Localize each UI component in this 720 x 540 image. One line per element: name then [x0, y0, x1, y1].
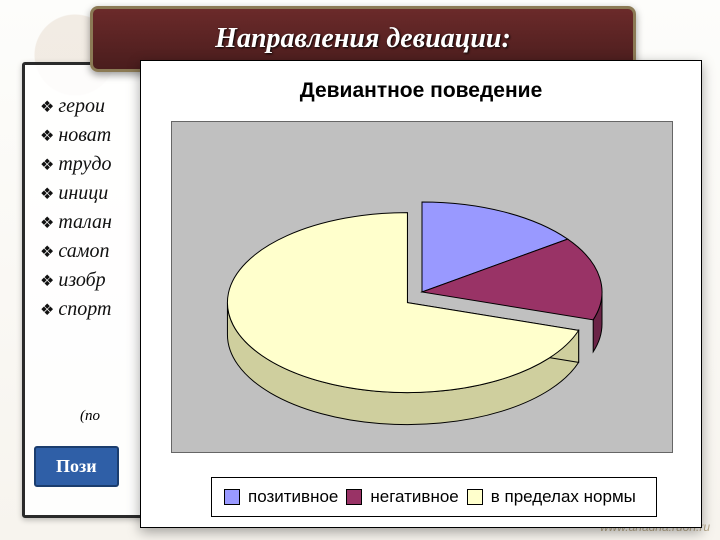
chart-legend: позитивное негативное в пределах нормы — [211, 477, 657, 517]
legend-swatch — [467, 489, 483, 505]
list-item: герои — [40, 92, 112, 121]
list-item: иници — [40, 179, 112, 208]
pie-plot-area — [171, 121, 673, 453]
button-label: Пози — [56, 456, 97, 476]
chart-panel: Девиантное поведение позитивное негативн… — [140, 60, 702, 528]
list-item: талан — [40, 208, 112, 237]
chart-title: Девиантное поведение — [141, 79, 701, 103]
legend-swatch — [346, 489, 362, 505]
parenthetical-text: (по — [80, 408, 100, 425]
bullet-list: герои новат трудо иници талан самоп изоб… — [40, 92, 112, 324]
list-item: спорт — [40, 295, 112, 324]
pie-svg — [172, 122, 672, 452]
legend-swatch — [224, 489, 240, 505]
title-text: Направления девиации: — [215, 23, 511, 55]
positive-button[interactable]: Пози — [34, 446, 119, 487]
legend-label: в пределах нормы — [491, 487, 636, 507]
list-item: изобр — [40, 266, 112, 295]
list-item: трудо — [40, 150, 112, 179]
legend-label: позитивное — [248, 487, 338, 507]
legend-label: негативное — [370, 487, 458, 507]
list-item: новат — [40, 121, 112, 150]
list-item: самоп — [40, 237, 112, 266]
